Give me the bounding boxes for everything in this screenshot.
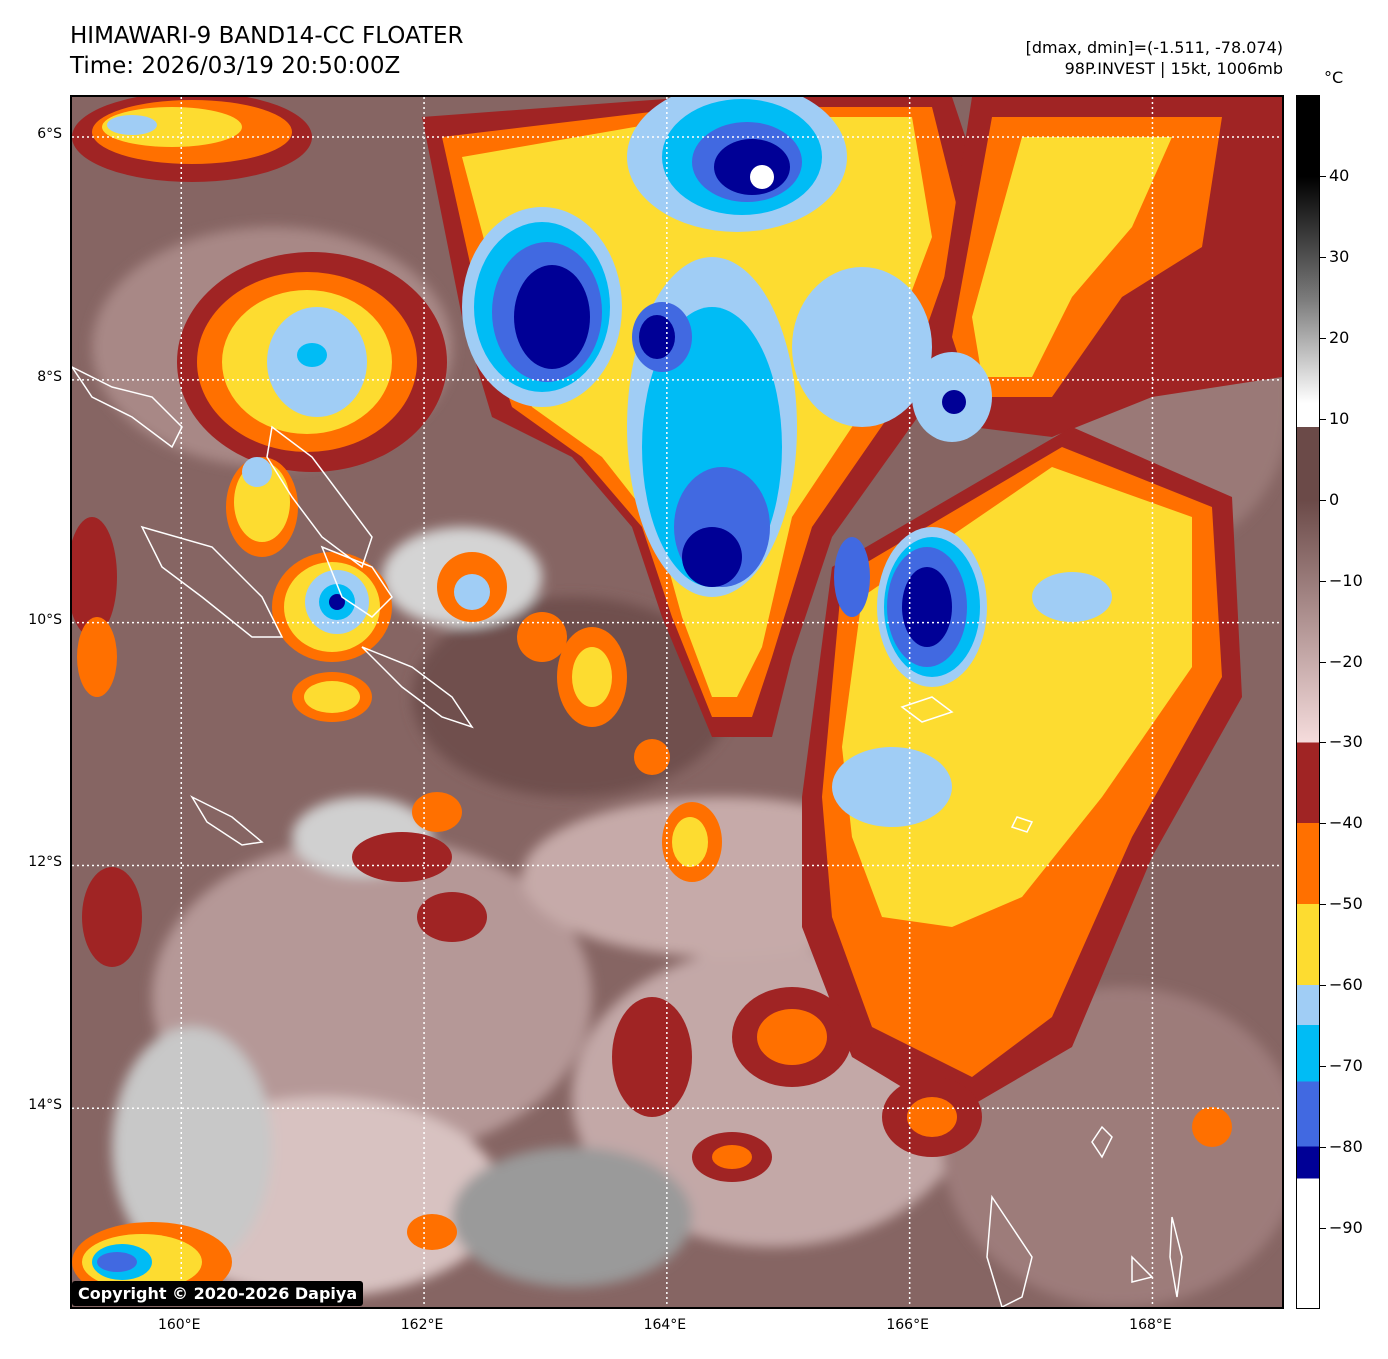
satellite-image-map [70, 95, 1284, 1309]
colorbar-tick-label: 30 [1329, 246, 1350, 266]
colorbar-unit: °C [1324, 68, 1344, 87]
lat-tick-label: 10°S [28, 611, 62, 628]
lon-tick-label: 166°E [886, 1317, 929, 1333]
copyright-label: Copyright © 2020-2026 Dapiya [72, 1281, 364, 1306]
data-range-text: [dmax, dmin]=(-1.511, -78.074) [1025, 38, 1283, 57]
lon-tick-label: 168°E [1129, 1317, 1172, 1333]
colorbar-tick-label: 20 [1329, 327, 1350, 347]
colorbar-tick [1320, 742, 1326, 744]
colorbar-tick [1320, 985, 1326, 987]
colorbar-tick [1320, 1147, 1326, 1149]
lon-tick-label: 162°E [400, 1317, 444, 1333]
colorbar-tick [1320, 1228, 1326, 1230]
lat-tick-label: 6°S [37, 126, 62, 143]
lon-tick-label: 164°E [643, 1317, 687, 1333]
colorbar-tick [1320, 823, 1326, 825]
colorbar [1296, 95, 1320, 1309]
lon-tick-label: 160°E [157, 1317, 201, 1333]
lat-tick-label: 8°S [37, 368, 62, 385]
colorbar-tick-label: 40 [1329, 165, 1350, 185]
colorbar-tick-label: −10 [1329, 570, 1363, 590]
coastlines [72, 366, 1183, 1307]
colorbar-tick [1320, 1066, 1326, 1068]
colorbar-tick-label: −90 [1329, 1218, 1363, 1238]
colorbar-tick [1320, 418, 1326, 420]
cloud-cells-west [72, 457, 507, 722]
cloud-band-top-left [72, 97, 312, 182]
colorbar-tick [1320, 175, 1326, 177]
cloud-cluster-98p [802, 427, 1242, 1117]
storm-info-text: 98P.INVEST | 15kt, 1006mb [1064, 59, 1283, 78]
lat-tick-label: 14°S [28, 1097, 62, 1114]
colorbar-tick-label: −60 [1329, 975, 1363, 995]
lat-tick-label: 12°S [28, 854, 62, 871]
colorbar-tick-label: −30 [1329, 732, 1363, 752]
cloud-band-east [912, 97, 1282, 442]
figure-time: Time: 2026/03/19 20:50:00Z [70, 53, 401, 79]
figure-title: HIMAWARI-9 BAND14-CC FLOATER [70, 23, 464, 49]
colorbar-tick [1320, 904, 1326, 906]
colorbar-tick-label: −20 [1329, 651, 1363, 671]
colorbar-tick [1320, 580, 1326, 582]
colorbar-tick [1320, 661, 1326, 663]
colorbar-tick [1320, 499, 1326, 501]
graticule [72, 97, 1282, 1307]
colorbar-tick-label: −40 [1329, 813, 1363, 833]
colorbar-tick [1320, 337, 1326, 339]
colorbar-tick-label: −70 [1329, 1056, 1363, 1076]
colorbar-tick-label: 0 [1329, 489, 1340, 509]
cloud-cluster-central [422, 97, 992, 737]
colorbar-tick-label: −80 [1329, 1137, 1363, 1157]
colorbar-tick-label: −50 [1329, 894, 1363, 914]
colorbar-tick-label: 10 [1329, 408, 1350, 428]
cloud-cluster-nw [177, 252, 447, 472]
colorbar-tick [1320, 256, 1326, 258]
